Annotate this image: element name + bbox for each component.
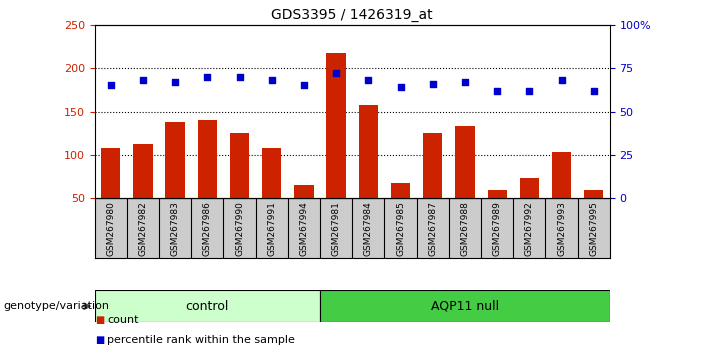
Text: GSM267994: GSM267994 bbox=[299, 201, 308, 256]
Bar bbox=[584, 190, 604, 198]
Point bbox=[588, 88, 599, 93]
Point bbox=[299, 82, 310, 88]
Text: ■: ■ bbox=[95, 315, 104, 325]
Text: genotype/variation: genotype/variation bbox=[4, 301, 109, 311]
Text: GSM267990: GSM267990 bbox=[235, 201, 244, 256]
Bar bbox=[165, 122, 185, 198]
Point bbox=[459, 79, 470, 85]
Bar bbox=[294, 185, 313, 198]
Text: GSM267985: GSM267985 bbox=[396, 201, 405, 256]
Point bbox=[427, 81, 438, 87]
Title: GDS3395 / 1426319_at: GDS3395 / 1426319_at bbox=[271, 8, 433, 22]
Bar bbox=[487, 190, 507, 198]
Point bbox=[524, 88, 535, 93]
Text: GSM267991: GSM267991 bbox=[267, 201, 276, 256]
Point bbox=[556, 78, 567, 83]
Bar bbox=[456, 126, 475, 198]
Text: GSM267980: GSM267980 bbox=[107, 201, 115, 256]
Point bbox=[170, 79, 181, 85]
Point bbox=[137, 78, 149, 83]
Text: GSM267981: GSM267981 bbox=[332, 201, 341, 256]
Text: GSM267989: GSM267989 bbox=[493, 201, 502, 256]
Text: GSM267986: GSM267986 bbox=[203, 201, 212, 256]
Bar bbox=[391, 183, 410, 198]
Text: AQP11 null: AQP11 null bbox=[431, 300, 499, 313]
Text: GSM267995: GSM267995 bbox=[590, 201, 598, 256]
Text: GSM267988: GSM267988 bbox=[461, 201, 470, 256]
Text: percentile rank within the sample: percentile rank within the sample bbox=[107, 335, 295, 345]
Bar bbox=[101, 148, 121, 198]
Point bbox=[362, 78, 374, 83]
Text: GSM267982: GSM267982 bbox=[138, 201, 147, 256]
Bar bbox=[262, 148, 281, 198]
Point bbox=[202, 74, 213, 80]
Bar bbox=[198, 120, 217, 198]
Point bbox=[105, 82, 116, 88]
Bar bbox=[320, 290, 610, 322]
Text: GSM267987: GSM267987 bbox=[428, 201, 437, 256]
Bar bbox=[133, 144, 153, 198]
Bar bbox=[552, 152, 571, 198]
Text: GSM267993: GSM267993 bbox=[557, 201, 566, 256]
Text: GSM267984: GSM267984 bbox=[364, 201, 373, 256]
Text: control: control bbox=[186, 300, 229, 313]
Bar bbox=[359, 105, 378, 198]
Point bbox=[234, 74, 245, 80]
Bar bbox=[230, 133, 250, 198]
Text: GSM267992: GSM267992 bbox=[525, 201, 534, 256]
Point bbox=[266, 78, 278, 83]
Text: ■: ■ bbox=[95, 335, 104, 345]
Bar bbox=[95, 290, 320, 322]
Bar bbox=[519, 178, 539, 198]
Point bbox=[395, 84, 406, 90]
Text: GSM267983: GSM267983 bbox=[170, 201, 179, 256]
Point bbox=[491, 88, 503, 93]
Text: count: count bbox=[107, 315, 139, 325]
Bar bbox=[423, 133, 442, 198]
Bar bbox=[327, 53, 346, 198]
Point bbox=[331, 70, 342, 76]
